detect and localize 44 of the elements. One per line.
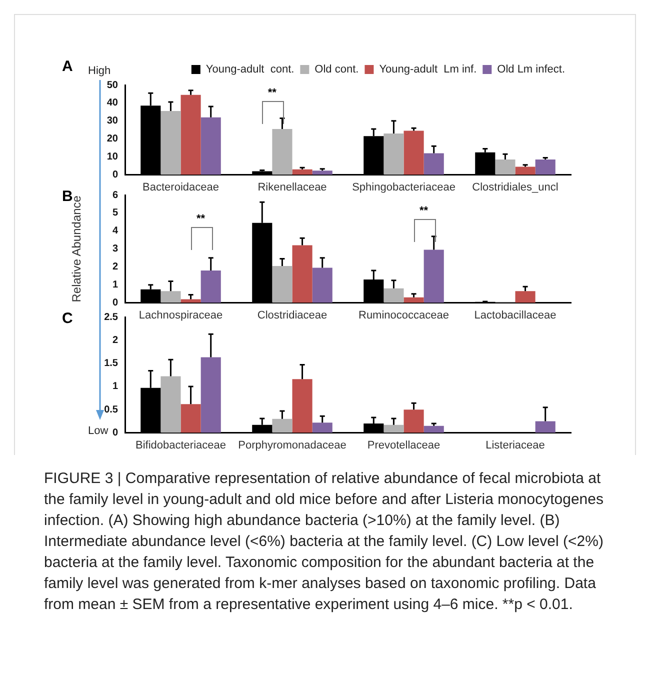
x-tick-label: Listeriaceae [486,439,545,452]
y-tick-label: 30 [106,116,118,127]
y-tick-label: 0 [112,428,118,439]
text: High [88,65,111,77]
y-tick-label: 2 [112,334,118,346]
y-tick-label: 2.5 [104,312,118,323]
y-tick-label: 0 [112,298,118,309]
y-tick-label: 6 [112,190,118,201]
y-tick-label: 50 [106,80,118,91]
text: Low [88,424,108,437]
legend-label: Old cont. [314,64,359,76]
x-tick-label: Bacteroidaceae [142,181,219,194]
y-tick-label: 3 [112,244,118,255]
chart-title: C [62,310,73,327]
x-tick-label: Bifidobacteriaceae [135,439,226,452]
y-tick-label: 4 [112,226,118,237]
x-tick-label: Rikenellaceae [258,181,327,194]
y-tick-label: 40 [106,98,118,109]
y-tick-label: 1 [112,381,118,392]
y-tick-label: 10 [106,152,118,163]
x-tick-label: Prevotellaceae [367,439,440,452]
chart-title: A [62,58,73,75]
legend-label: Young-adult cont. [206,64,294,76]
y-tick-label: 0 [112,170,118,181]
y-tick-label: 1.5 [104,358,118,370]
y-tick-label: 20 [106,134,118,145]
x-tick-label: Sphingobacteriaceae [352,181,456,194]
legend-label: Old Lm infect. [497,64,565,76]
legend-label: Young-adult Lm inf. [379,64,477,76]
y-tick-label: 5 [112,208,118,219]
x-tick-label: Clostridiaceae [257,309,328,322]
y-tick-label: 0.5 [104,404,118,416]
x-tick-label: Clostridiales_uncl [472,181,558,194]
x-tick-label: Ruminococcaceae [358,309,449,322]
annotation: ** [196,213,206,226]
x-tick-label: Porphyromonadaceae [238,439,346,452]
y-tick-label: 2 [112,262,118,273]
annotation: ** [420,204,428,217]
caption: FIGURE 3 | Comparative representation of relative abundance of fecal microbiota at the family level in young-adult and old mice before and after Listeria monocytogenes infection. (A) Showing high abundance bacteria (>10%) at the family level. (B) Intermediate abundance level (<6%) bacteria at the family level. (C) Low level (<2%) bacteria at the family level. Taxonomic composition for the abundant bacteria at the family level was generated from k-mer analyses based on taxonomic profiling. Data from mean ± SEM from a representative experiment using 4–6 mice. **p < 0.01. [44,469,604,615]
chart-title: B [62,188,73,205]
x-tick-label: Lactobacillaceae [474,309,556,322]
y-tick-label: 1 [112,280,118,291]
x-tick-label: Lachnospiraceae [138,309,223,322]
annotation: ** [268,87,276,100]
